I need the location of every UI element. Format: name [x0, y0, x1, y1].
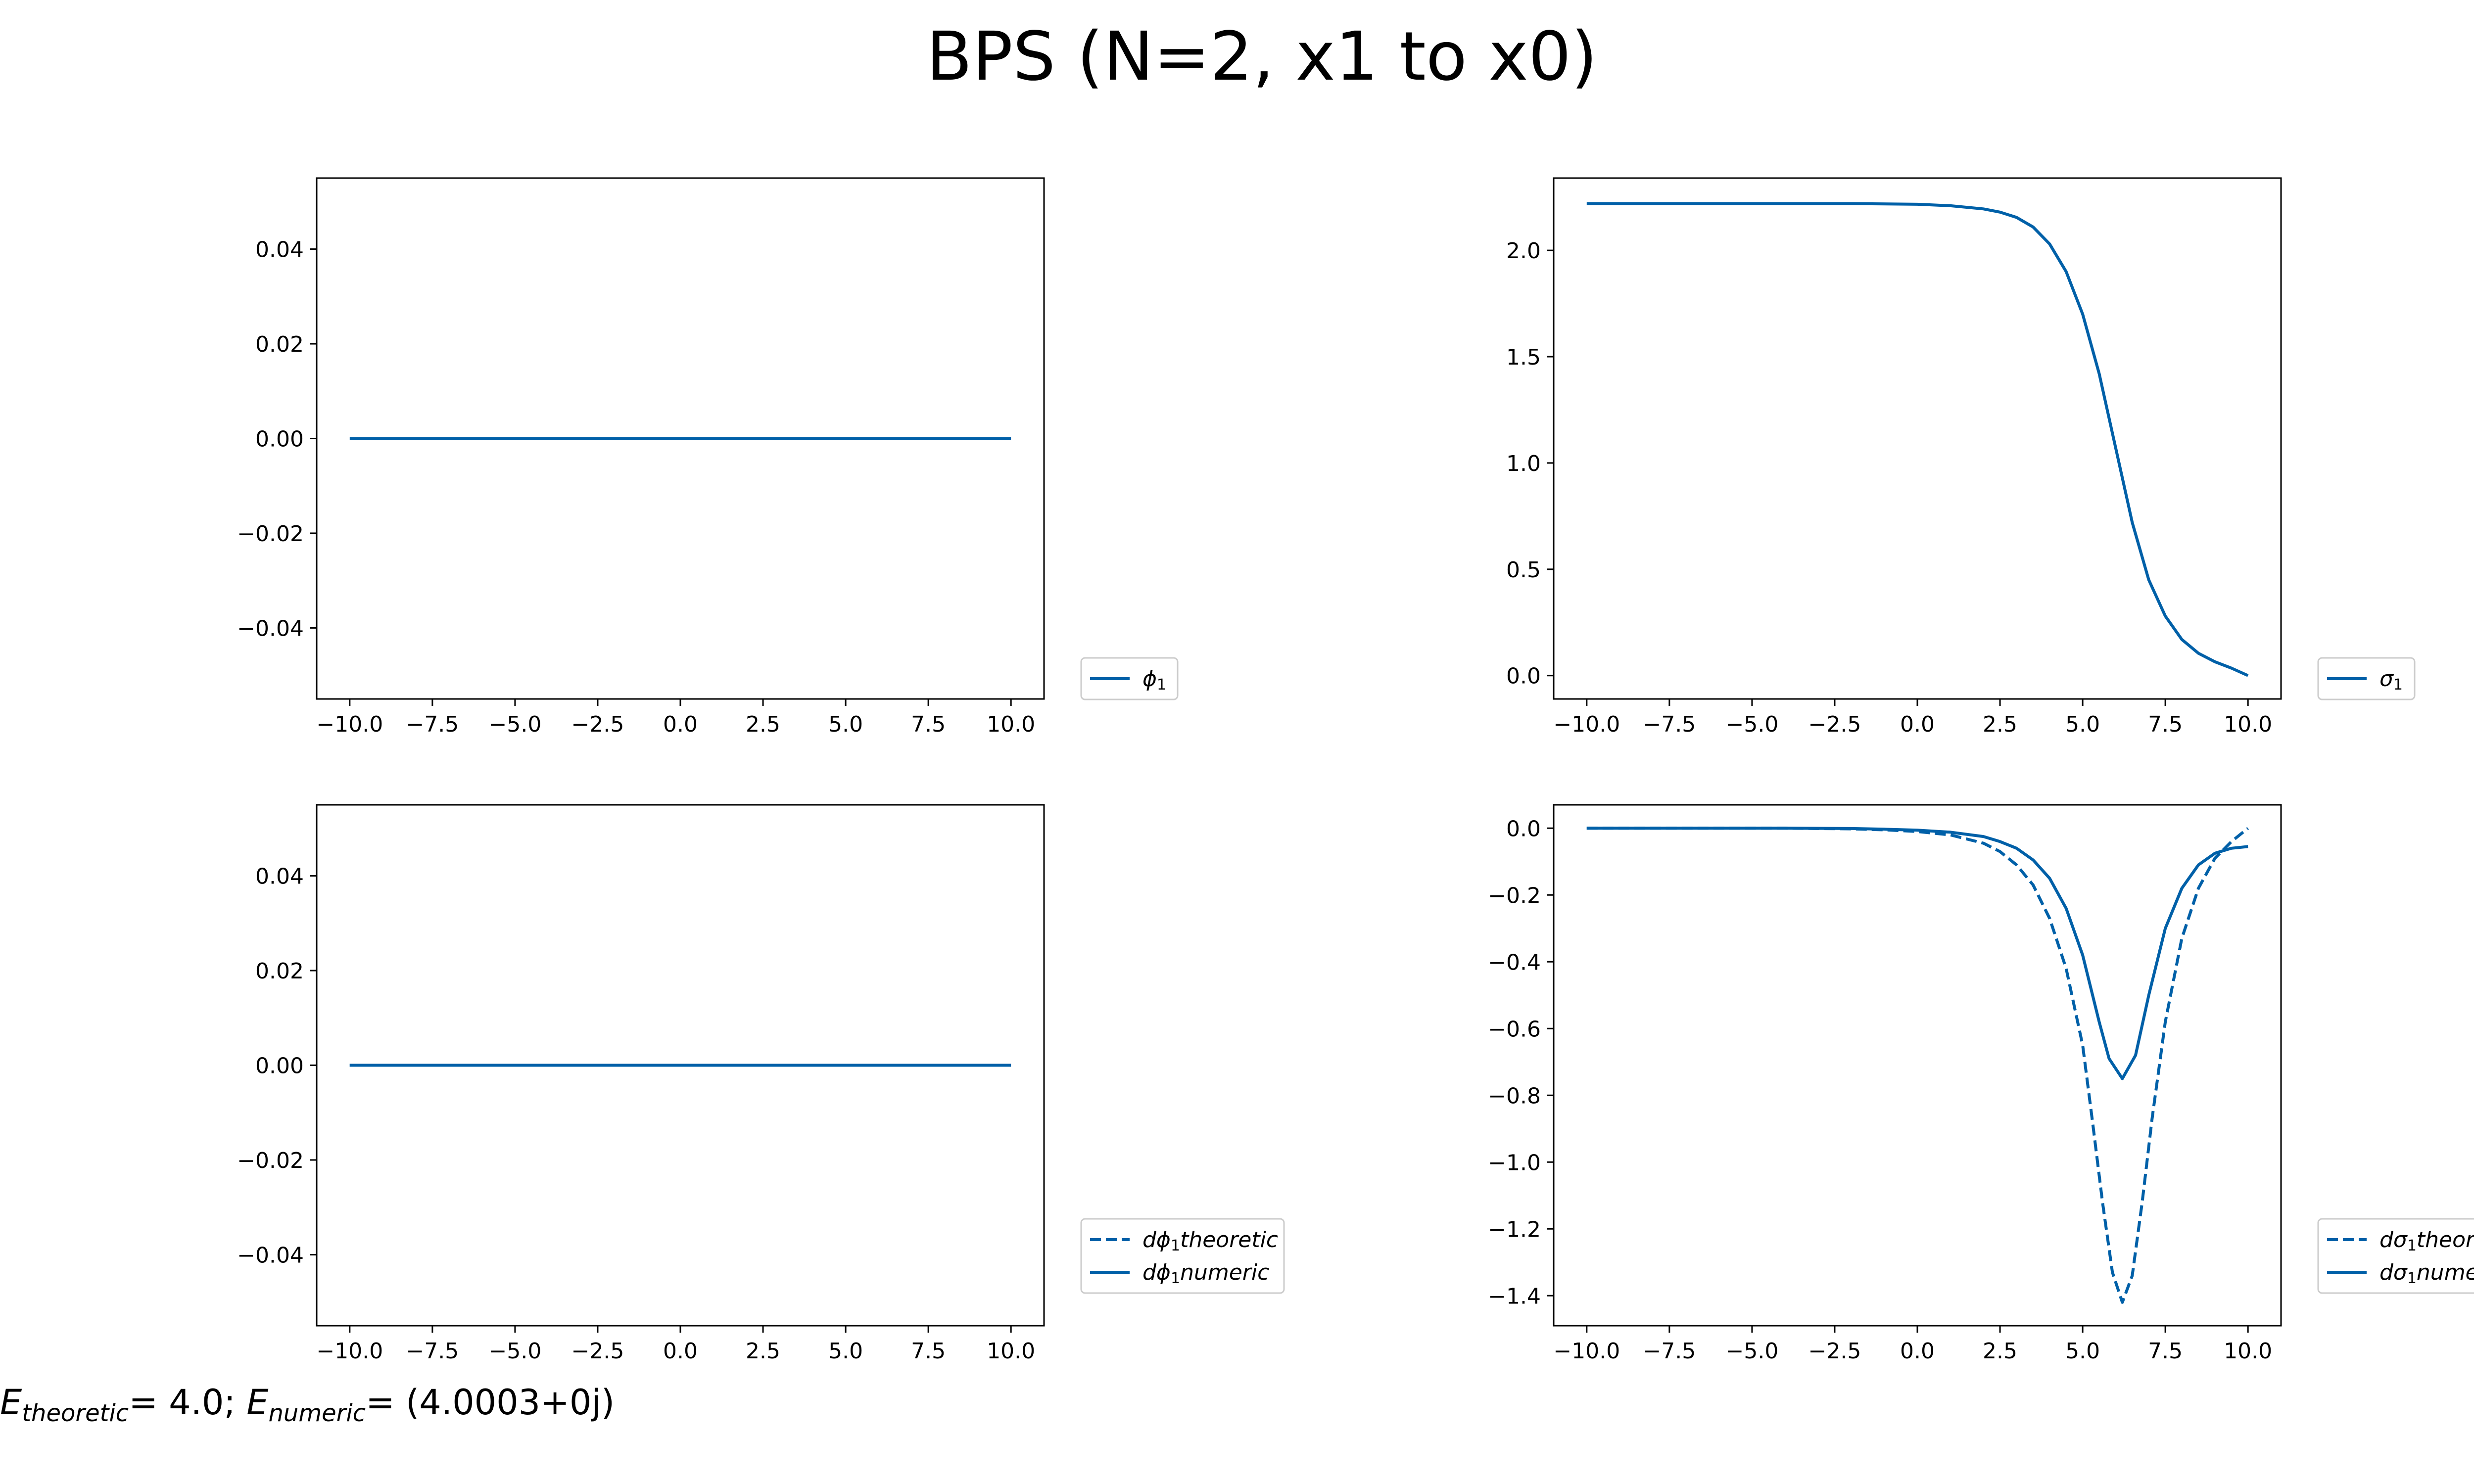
y-tick-label: 0.04 [255, 864, 304, 889]
x-tick-label: 5.0 [828, 1339, 863, 1364]
x-tick-label: 0.0 [663, 1339, 698, 1364]
x-tick-label: −5.0 [1725, 712, 1778, 737]
x-tick-label: 2.5 [746, 712, 780, 737]
energy-readout: Etheoretic= 4.0; Enumeric= (4.0003+0j) [0, 1380, 615, 1436]
y-tick-label: −0.04 [237, 616, 304, 641]
e-numeric-symbol: E [246, 1382, 269, 1423]
plot-frame [1553, 177, 2282, 700]
x-tick-label: −2.5 [571, 1339, 624, 1364]
x-tick-label: 7.5 [2148, 1339, 2183, 1364]
y-tick-label: 0.00 [255, 427, 304, 452]
y-tick-label: −1.4 [1488, 1284, 1541, 1309]
e-theoretic-symbol: E [0, 1382, 22, 1423]
y-tick-label: 0.04 [255, 237, 304, 263]
x-tick-label: 7.5 [911, 712, 946, 737]
x-tick-label: −2.5 [1808, 1339, 1861, 1364]
y-tick-label: −0.04 [237, 1243, 304, 1268]
legend-sigma1: σ1 [2317, 657, 2416, 700]
y-tick-label: 0.02 [255, 959, 304, 984]
y-tick-label: 0.5 [1506, 557, 1541, 583]
y-tick-label: 2.0 [1506, 238, 1541, 264]
subplot-dsigma1: −10.0 −7.5 −5.0 −2.5 0.0 2.5 5.0 7.5 10.0 0.0 −0.2… [1488, 804, 2474, 1364]
x-tick-label: −2.5 [571, 712, 624, 737]
e-theoretic-subscript: theoretic [22, 1399, 129, 1427]
y-tick-label: −1.2 [1488, 1217, 1541, 1242]
x-tick-label: −7.5 [1643, 712, 1696, 737]
x-tick-label: −7.5 [406, 1339, 459, 1364]
legend-label: dϕ1theoretic [1142, 1227, 1278, 1254]
y-tick-label: −0.6 [1488, 1017, 1541, 1042]
x-tick-label: −2.5 [1808, 712, 1861, 737]
legend-dphi1: dϕ1theoretic dϕ1numeric [1080, 1218, 1285, 1294]
x-tick-label: −5.0 [488, 712, 541, 737]
x-tick-label: 7.5 [911, 1339, 946, 1364]
legend-label: dσ1numeric [2379, 1260, 2474, 1287]
x-tick-label: 5.0 [2065, 712, 2100, 737]
subplot-dphi1: −10.0 −7.5 −5.0 −2.5 0.0 2.5 5.0 7.5 10.0 0.04 0.0… [237, 804, 1285, 1364]
legend-label: dσ1theoretic [2379, 1227, 2474, 1254]
x-tick-label: −10.0 [1553, 712, 1620, 737]
x-tick-label: −7.5 [406, 712, 459, 737]
legend-label: σ1 [2379, 666, 2403, 694]
legend-box [2317, 1218, 2474, 1294]
x-tick-label: 0.0 [663, 712, 698, 737]
x-tick-label: −10.0 [1553, 1339, 1620, 1364]
legend-label: ϕ1 [1142, 666, 1166, 694]
subplot-phi1: −10.0 −7.5 −5.0 −2.5 0.0 2.5 5.0 7.5 10.0 0.04 0.0… [237, 177, 1179, 737]
legend-box [1080, 1218, 1285, 1294]
series-line-sigma1-main [1586, 202, 2249, 677]
y-tick-label: 0.02 [255, 332, 304, 357]
x-tick-label: 10.0 [2224, 1339, 2272, 1364]
x-tick-label: 5.0 [828, 712, 863, 737]
x-tick-label: 2.5 [1983, 712, 2017, 737]
e-theoretic-value: = 4.0; [129, 1382, 247, 1423]
plot-frame [1553, 804, 2282, 1327]
series-line-dsigma1-numeric [1586, 827, 2248, 1080]
figure-title: BPS (N=2, x1 to x0) [926, 18, 1598, 96]
y-tick-label: −0.8 [1488, 1083, 1541, 1109]
e-numeric-value: = (4.0003+0j) [366, 1382, 615, 1423]
x-tick-label: 10.0 [2224, 712, 2272, 737]
y-tick-label: 1.5 [1506, 345, 1541, 370]
x-tick-label: 10.0 [987, 1339, 1035, 1364]
y-tick-label: −0.02 [237, 1148, 304, 1173]
y-tick-label: −0.4 [1488, 950, 1541, 975]
legend-label: dϕ1numeric [1142, 1260, 1269, 1287]
x-tick-label: −10.0 [316, 712, 383, 737]
legend-phi1: ϕ1 [1080, 657, 1179, 700]
y-tick-label: 1.0 [1506, 451, 1541, 476]
y-tick-label: −0.02 [237, 521, 304, 547]
x-tick-label: −5.0 [488, 1339, 541, 1364]
x-tick-label: 7.5 [2148, 712, 2183, 737]
x-tick-label: −10.0 [316, 1339, 383, 1364]
y-tick-label: −0.2 [1488, 883, 1541, 908]
e-numeric-subscript: numeric [268, 1399, 366, 1427]
x-tick-label: 2.5 [746, 1339, 780, 1364]
y-tick-label: −1.0 [1488, 1150, 1541, 1175]
x-tick-label: 0.0 [1900, 712, 1935, 737]
series-line-dsigma1-theoretic [1586, 827, 2249, 1304]
x-tick-label: −5.0 [1725, 1339, 1778, 1364]
y-tick-label: 0.0 [1506, 664, 1541, 689]
x-tick-label: −7.5 [1643, 1339, 1696, 1364]
legend-dsigma1: dσ1theoretic dσ1numeric [2317, 1218, 2474, 1294]
x-tick-label: 0.0 [1900, 1339, 1935, 1364]
x-tick-label: 2.5 [1983, 1339, 2017, 1364]
y-tick-label: 0.0 [1506, 816, 1541, 841]
subplot-sigma1: −10.0 −7.5 −5.0 −2.5 0.0 2.5 5.0 7.5 10.0 2.0 1.5 1… [1506, 177, 2416, 737]
x-tick-label: 10.0 [987, 712, 1035, 737]
x-tick-label: 5.0 [2065, 1339, 2100, 1364]
y-tick-label: 0.00 [255, 1054, 304, 1079]
